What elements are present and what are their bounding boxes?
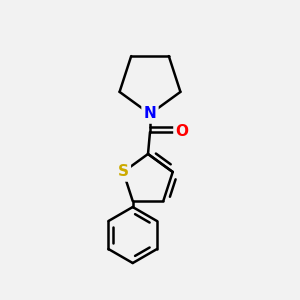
- Text: O: O: [176, 124, 188, 140]
- Text: N: N: [144, 106, 156, 122]
- Text: S: S: [118, 164, 129, 179]
